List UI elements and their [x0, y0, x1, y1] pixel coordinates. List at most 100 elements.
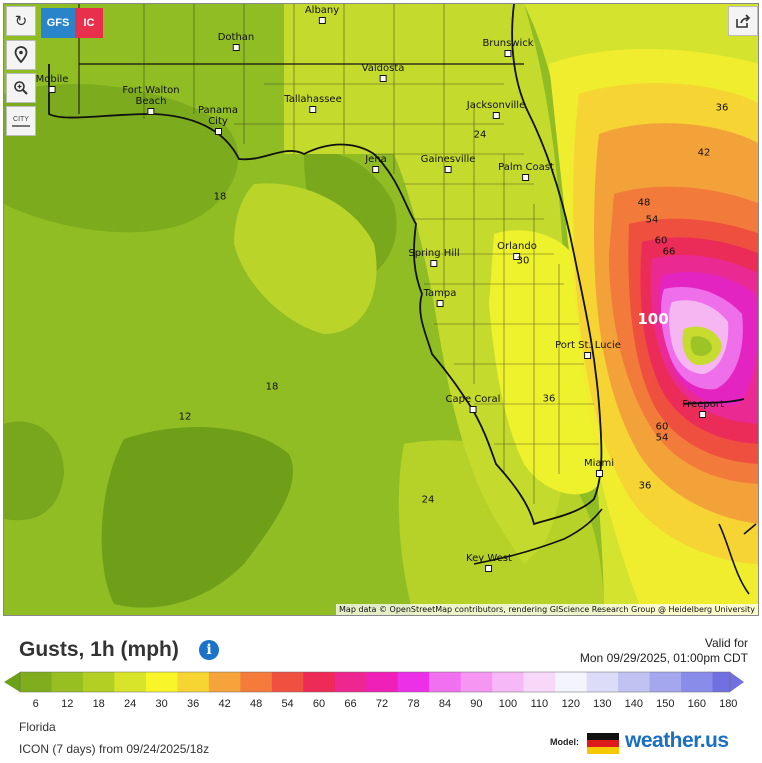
- legend-swatch: [4, 672, 20, 692]
- icon-model-button[interactable]: IC: [75, 8, 103, 38]
- city-name: Orlando: [497, 241, 537, 252]
- city-toggle-button[interactable]: CITY: [6, 106, 36, 136]
- city-dot-icon: [584, 352, 592, 359]
- city-dot-icon: [48, 86, 56, 93]
- legend-swatch: [51, 672, 84, 692]
- city-name: Panama City: [197, 105, 239, 127]
- city-marker[interactable]: Fort Walton Beach: [122, 85, 180, 115]
- valid-time: Mon 09/29/2025, 01:00pm CDT: [579, 651, 748, 665]
- gust-value-label: 48: [637, 197, 651, 209]
- city-toggle-label: CITY: [13, 115, 29, 123]
- city-marker[interactable]: Brunswick: [482, 38, 534, 57]
- legend-tick-label: 130: [593, 698, 612, 710]
- city-marker[interactable]: Jena: [365, 154, 387, 173]
- city-dot-icon: [513, 253, 521, 260]
- legend-tick-label: 120: [561, 698, 581, 710]
- city-marker[interactable]: Tampa: [423, 288, 457, 307]
- legend-tick-label: 24: [124, 698, 137, 710]
- zoom-button[interactable]: [6, 73, 36, 103]
- legend-swatch: [429, 672, 462, 692]
- gust-value-label: 30: [516, 255, 530, 267]
- city-marker[interactable]: Miami: [584, 458, 614, 477]
- legend-tick-label: 72: [375, 698, 389, 710]
- legend-tick-label: 100: [498, 698, 518, 710]
- city-marker[interactable]: Tallahassee: [284, 94, 342, 113]
- legend-tick-label: 110: [530, 698, 549, 710]
- city-dot-icon: [444, 166, 452, 173]
- legend-swatch: [114, 672, 147, 692]
- gust-value-label: 54: [655, 432, 669, 444]
- gust-value-label: 60: [655, 421, 669, 433]
- city-dot-icon: [504, 50, 512, 57]
- legend-swatch: [82, 672, 115, 692]
- legend-swatch: [240, 672, 273, 692]
- city-name: Cape Coral: [445, 394, 501, 405]
- city-name: Dothan: [217, 32, 255, 43]
- legend-swatch: [397, 672, 430, 692]
- city-marker[interactable]: Palm Coast: [498, 162, 554, 181]
- legend-tick-label: 6: [32, 698, 39, 710]
- city-marker[interactable]: Port St. Lucie: [555, 340, 621, 359]
- legend-swatch: [20, 672, 52, 692]
- gust-value-label: 54: [645, 214, 659, 226]
- city-name: Tampa: [423, 288, 457, 299]
- legend-swatch: [460, 672, 493, 692]
- location-pin-icon: [14, 46, 28, 64]
- legend-outline: [19, 671, 731, 693]
- model-run-info: ICON (7 days) from 09/24/2025/18z: [19, 742, 210, 756]
- city-name: Miami: [583, 458, 615, 469]
- city-marker[interactable]: Key West: [466, 553, 512, 572]
- city-dot-icon: [469, 406, 477, 413]
- city-marker[interactable]: Mobile: [36, 74, 68, 93]
- legend-swatch: [145, 672, 178, 692]
- icon-label: IC: [83, 17, 95, 29]
- weather-map[interactable]: ↻ GFS IC CITY Albany Dothan Brunswick Va…: [3, 3, 759, 616]
- legend-swatch: [712, 672, 744, 692]
- legend-swatch: [649, 672, 682, 692]
- legend-swatch: [586, 672, 619, 692]
- gust-value-label: 60: [654, 235, 668, 247]
- legend-tick-label: 12: [61, 698, 74, 710]
- legend-swatch: [271, 672, 304, 692]
- city-marker[interactable]: Dothan: [217, 32, 255, 51]
- weather-us-logo[interactable]: weather.us: [625, 729, 729, 753]
- city-marker[interactable]: Panama City: [198, 105, 238, 135]
- gust-value-label: 66: [662, 246, 676, 258]
- gust-max-label: 100: [637, 310, 669, 328]
- brand-name: weather.us: [625, 729, 729, 752]
- legend-swatch: [523, 672, 556, 692]
- city-dot-icon: [436, 300, 444, 307]
- info-button[interactable]: i: [199, 640, 219, 660]
- legend-tick-label: 150: [656, 698, 675, 710]
- map-attribution: Map data © OpenStreetMap contributors, r…: [336, 604, 758, 615]
- share-icon: [736, 14, 751, 28]
- legend-tick-label: 78: [407, 698, 420, 710]
- legend-tick-label: 36: [187, 698, 200, 710]
- city-marker[interactable]: Spring Hill: [408, 248, 460, 267]
- legend-tick-label: 30: [155, 698, 168, 710]
- city-dot-icon: [147, 108, 155, 115]
- legend-tick-label: 18: [92, 698, 105, 710]
- city-marker[interactable]: Valdosta: [362, 63, 404, 82]
- gfs-model-button[interactable]: GFS: [41, 8, 75, 38]
- location-button[interactable]: [6, 40, 36, 70]
- city-name: Brunswick: [482, 38, 534, 49]
- city-marker[interactable]: Gainesville: [421, 154, 475, 173]
- share-button[interactable]: [728, 6, 758, 36]
- gust-value-label: 36: [542, 393, 556, 405]
- city-marker[interactable]: Orlando: [497, 241, 537, 260]
- refresh-button[interactable]: ↻: [6, 6, 36, 36]
- legend-tick-label: 66: [344, 698, 357, 710]
- city-name: Port St. Lucie: [555, 340, 621, 351]
- city-marker[interactable]: Freeport: [682, 399, 724, 418]
- legend-tick-label: 48: [249, 698, 263, 710]
- info-icon: i: [206, 642, 212, 658]
- city-marker[interactable]: Albany: [305, 5, 339, 24]
- legend-swatch: [618, 672, 651, 692]
- city-name: Fort Walton Beach: [122, 85, 180, 107]
- legend-swatch: [303, 672, 336, 692]
- city-name: Palm Coast: [498, 162, 554, 173]
- city-marker[interactable]: Jacksonville: [467, 100, 525, 119]
- city-marker[interactable]: Cape Coral: [445, 394, 501, 413]
- page-title: Gusts, 1h (mph): [19, 638, 179, 661]
